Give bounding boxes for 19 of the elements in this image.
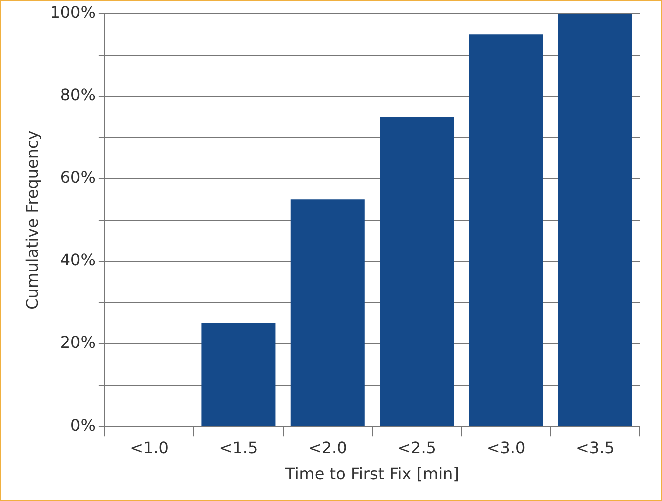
bar (469, 34, 544, 426)
x-tick-label: <1.5 (219, 438, 258, 458)
bar (290, 200, 365, 426)
bar (558, 14, 632, 426)
x-tick-label: <3.5 (576, 438, 615, 458)
bar (202, 323, 276, 426)
x-tick-label: <2.0 (308, 438, 348, 458)
y-tick-label: 100% (50, 3, 96, 22)
y-tick-label: 0% (70, 416, 96, 435)
x-tick-label: <3.0 (486, 438, 526, 458)
y-tick-label: 80% (60, 86, 96, 105)
y-tick-label: 60% (60, 168, 96, 188)
y-tick-label: 40% (60, 250, 96, 270)
x-tick-label: <1.0 (130, 438, 169, 458)
x-axis-title: Time to First Fix [min] (284, 464, 460, 484)
y-tick-label: 20% (60, 333, 96, 352)
y-axis-title: Cumulative Frequency (22, 130, 42, 310)
x-tick-label: <2.5 (398, 438, 436, 458)
bar (380, 117, 454, 426)
